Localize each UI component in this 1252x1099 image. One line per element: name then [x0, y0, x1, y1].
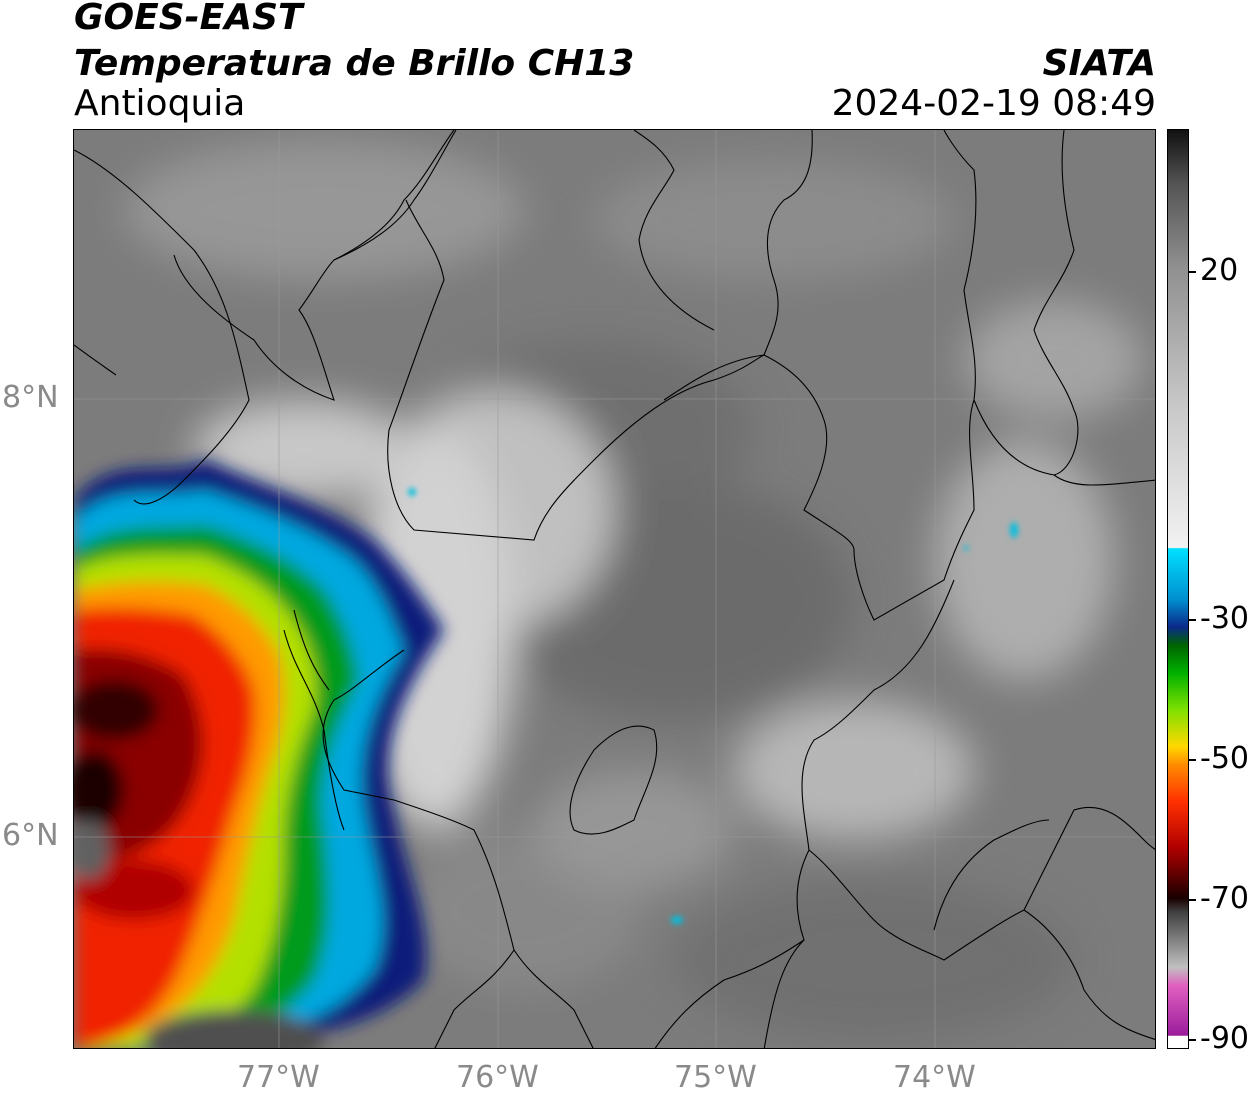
region-label: Antioquia — [74, 83, 246, 124]
administrative-boundaries — [74, 130, 1155, 1048]
colorbar-label-minus50: -50 — [1200, 741, 1249, 776]
temperature-colorbar — [1167, 129, 1189, 1049]
colorbar-tick — [1189, 619, 1196, 621]
small-cold-cells — [408, 488, 1018, 924]
colorbar-tick — [1189, 759, 1196, 761]
colorbar-label-minus30: -30 — [1200, 601, 1249, 636]
lat-label-8n: 8°N — [2, 380, 59, 415]
colorbar-label-minus70: -70 — [1200, 881, 1249, 916]
colorbar-tick — [1189, 899, 1196, 901]
lon-label-74w: 74°W — [893, 1060, 976, 1095]
convective-storm-cloud — [74, 460, 444, 1048]
colorbar-tick — [1189, 1039, 1196, 1041]
colorbar-label-minus90: -90 — [1200, 1021, 1249, 1056]
colorbar-tick — [1189, 271, 1196, 273]
organization-label: SIATA — [1042, 43, 1156, 84]
colorbar-label-20: 20 — [1200, 253, 1239, 288]
title-satellite: GOES-EAST — [74, 0, 303, 38]
title-product: Temperatura de Brillo CH13 — [74, 43, 635, 84]
cloud-field-background — [74, 130, 1155, 1048]
lon-label-75w: 75°W — [674, 1060, 757, 1095]
satellite-map — [73, 129, 1156, 1049]
graticule — [74, 130, 1155, 1048]
lon-label-77w: 77°W — [237, 1060, 320, 1095]
lon-label-76w: 76°W — [456, 1060, 539, 1095]
datetime-label: 2024-02-19 08:49 — [831, 83, 1156, 124]
lat-label-6n: 6°N — [2, 818, 59, 853]
